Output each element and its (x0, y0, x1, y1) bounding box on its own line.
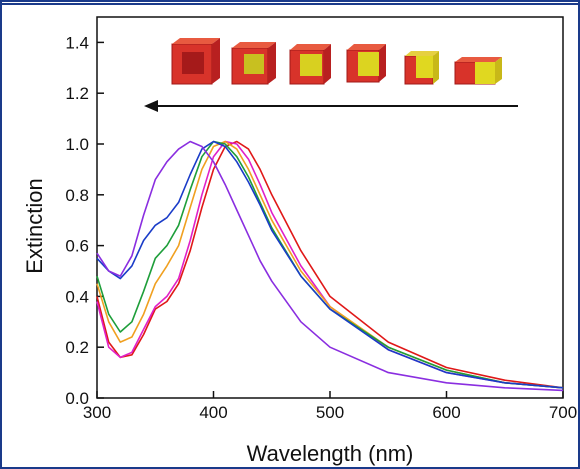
x-tick-label: 300 (83, 403, 111, 422)
cube-icons (171, 38, 502, 85)
x-tick-label: 400 (199, 403, 227, 422)
spectrum-line (96, 140, 564, 389)
cube (346, 44, 386, 83)
y-tick-label: 0.8 (65, 186, 89, 205)
y-tick-label: 1.4 (65, 33, 89, 52)
y-tick-label: 0.2 (65, 338, 89, 357)
spectrum-line (96, 140, 564, 389)
cube (171, 38, 220, 85)
spectrum-line (96, 140, 564, 392)
y-tick-label: 1.0 (65, 135, 89, 154)
cube (289, 44, 331, 85)
spectrum-line (96, 140, 564, 389)
x-axis-label: Wavelength (nm) (247, 441, 414, 466)
y-tick-label: 0.6 (65, 237, 89, 256)
y-axis-label: Extinction (22, 178, 47, 273)
y-tick-label: 0.4 (65, 287, 89, 306)
x-tick-label: 500 (316, 403, 344, 422)
cube (231, 42, 276, 85)
cube (454, 57, 502, 85)
x-tick-label: 700 (549, 403, 577, 422)
cube (404, 51, 439, 85)
y-tick-label: 0.0 (65, 389, 89, 408)
y-tick-label: 1.2 (65, 84, 89, 103)
arrow (144, 100, 518, 112)
x-tick-label: 600 (432, 403, 460, 422)
